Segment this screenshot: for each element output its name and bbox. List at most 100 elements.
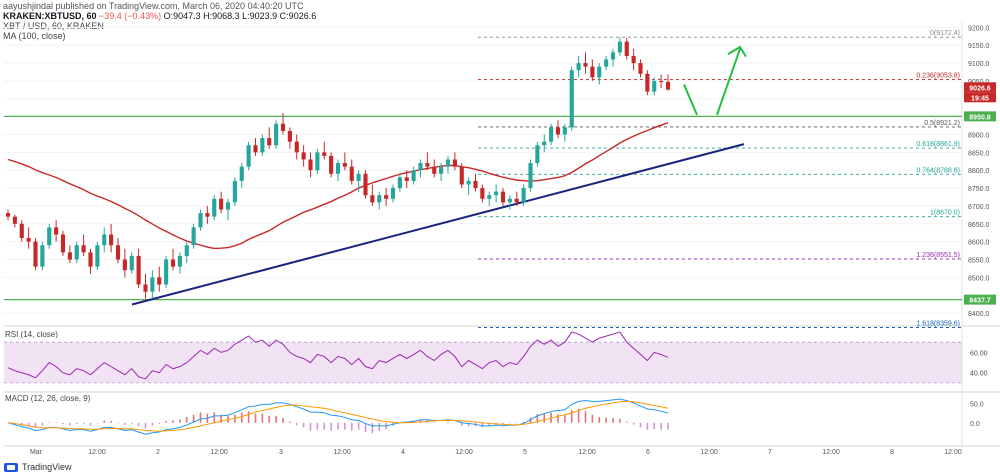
candle-body [33,241,38,267]
time-tick-label: 2 [156,449,160,456]
time-tick-label: 12:00 [210,449,228,456]
candle-body [590,66,595,78]
candle-body [597,66,602,78]
candle-body [225,202,231,210]
price-tick-label: 8900.0 [968,133,990,140]
price-badge [964,82,996,93]
rsi-band [4,342,962,383]
series-name: XBT / USD, 60, KRAKEN [3,21,104,31]
candle-body [54,227,59,235]
price-tick-label: 9100.0 [968,61,990,68]
candle-body [645,73,650,92]
candle-body [129,255,134,271]
rsi-line [7,331,669,380]
candle-body [494,191,499,196]
candle-body [528,163,533,189]
candle-body [583,63,588,67]
fib-level-label: 1(8670.0) [930,210,960,217]
candle-body [665,82,671,90]
time-tick-label: 12:00 [700,449,718,456]
candle-body [150,277,155,292]
candle-body [335,163,341,174]
candle-body [480,188,485,199]
candle-body [487,195,492,199]
candle-body [397,177,402,189]
fib-level-label: 0.236(9053.8) [916,73,960,80]
footer-brand[interactable]: TradingView [4,462,72,472]
arrow-up-head [727,45,747,58]
time-tick-label: 3 [279,449,283,456]
publisher-line: aayushjindal published on TradingView.co… [3,1,304,11]
price-tick-label: 8750.0 [968,186,990,193]
candle-body [74,245,79,260]
candle-body [95,245,100,267]
arrow-down [683,84,698,116]
ma-label: MA (100, close) [3,31,66,41]
price-tick-label: 9150.0 [968,43,990,50]
candle-body [253,145,258,153]
ma-100-line [7,122,669,250]
candle-body [260,138,265,153]
candle-body [445,159,451,167]
fib-levels: 0(9172.4) 0.236(9053.8) 0.5(8921.2) 0.618(8… [478,30,962,328]
price-badge-text: 8437.7 [969,298,991,305]
candle-body [12,216,17,224]
price-badge [964,294,996,305]
candle-body [287,130,292,142]
rsi-pane: 60.00 40.00 [4,331,988,384]
candle-body [370,195,375,203]
price-tick-label: 8800.0 [968,168,990,175]
candle-body [624,41,629,56]
rsi-tick-label: 40.00 [970,371,988,378]
time-tick-label: Mar [30,449,43,456]
candle-body [5,213,11,217]
time-tick-label: 12:00 [88,449,106,456]
candle-body [136,255,141,285]
price-badge-text: 19:45 [971,95,989,102]
candle-body [569,70,574,128]
time-tick-label: 12:00 [822,449,840,456]
candle-body [473,180,478,189]
candle-body [157,277,162,285]
time-tick-label: 5 [523,449,527,456]
candle-body [555,127,561,135]
price-badges: 8950.8 9026.6 19:45 8437.7 [964,82,996,305]
candle-body [631,55,636,64]
candle-body [109,234,114,246]
price-tick-label: 8700.0 [968,204,990,211]
signal-line [7,400,669,432]
candle-body [102,234,107,246]
candle-body [184,245,189,256]
candle-body [521,188,526,203]
ohlc-values: O:9047.3 H:9068.3 L:9023.9 C:9026.6 [163,11,317,21]
candle-body [212,198,217,217]
candles [5,37,671,299]
ma-line [7,122,669,250]
symbol-line: KRAKEN:XBTUSD, 60 −39.4 (−0.43%) O:9047.… [3,11,316,21]
macd-label: MACD (12, 26, close, 9) [5,394,91,403]
projection-arrows [683,45,747,116]
time-tick-label: 4 [401,449,405,456]
candle-body [40,245,45,267]
candle-body [81,245,86,253]
candle-body [164,259,169,285]
price-tick-label: 8600.0 [968,240,990,247]
footer-brand-text: TradingView [22,462,72,472]
macd-pane: 50.0 0.0 [7,398,984,435]
candle-body [67,252,72,260]
price-tick-label: 8850.0 [968,150,990,157]
candle-body [418,163,423,171]
price-tick-label: 9200.0 [968,25,990,32]
time-tick-label: 7 [768,449,772,456]
ascending-trendline [131,143,745,306]
candle-body [549,127,554,142]
candle-body [363,173,368,196]
candle-body [329,155,334,174]
candle-body [60,234,66,253]
candle-body [301,152,306,160]
price-badge [964,92,996,103]
price-tick-label: 8550.0 [968,258,990,265]
candle-body [219,198,224,210]
candle-body [507,198,512,203]
